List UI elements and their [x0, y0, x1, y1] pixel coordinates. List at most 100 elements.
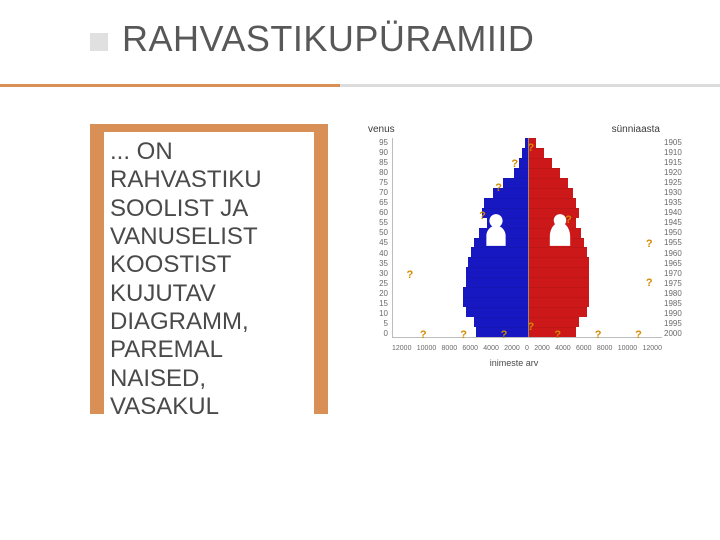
y-tick-left: 5 — [384, 319, 388, 328]
y-tick-right: 1925 — [664, 178, 682, 187]
female-bar — [528, 277, 590, 287]
title-bullet-icon — [90, 33, 108, 51]
y-tick-right: 1995 — [664, 319, 682, 328]
male-bar — [474, 317, 528, 327]
divider-accent — [0, 84, 340, 87]
population-pyramid-chart: venus sünniaasta 95908580757065605550454… — [364, 124, 664, 372]
female-bar — [528, 307, 587, 317]
female-bar — [528, 327, 576, 337]
divider — [90, 84, 684, 90]
text-box: ... ON RAHVASTIKU SOOLIST JA VANUSELIST … — [90, 124, 328, 414]
female-bar — [528, 188, 574, 198]
slide: RAHVASTIKUPÜRAMIID ... ON RAHVASTIKU SOO… — [0, 0, 720, 540]
x-tick: 4000 — [555, 345, 571, 352]
x-tick: 10000 — [618, 345, 637, 352]
y-tick-left: 85 — [379, 158, 388, 167]
female-bar — [528, 148, 544, 158]
female-bar — [528, 198, 576, 208]
y-tick-left: 20 — [379, 289, 388, 298]
y-tick-right: 1910 — [664, 148, 682, 157]
y-tick-left: 30 — [379, 269, 388, 278]
female-silhouette-icon — [546, 213, 574, 247]
male-bar — [476, 327, 527, 337]
male-bar — [466, 307, 528, 317]
male-bar — [463, 287, 528, 297]
y-tick-left: 35 — [379, 259, 388, 268]
x-tick: 4000 — [483, 345, 499, 352]
female-bar — [528, 297, 590, 307]
x-tick: 12000 — [643, 345, 662, 352]
y-tick-right: 1970 — [664, 269, 682, 278]
y-tick-left: 90 — [379, 148, 388, 157]
y-tick-right: 2000 — [664, 329, 682, 338]
y-tick-right: 1975 — [664, 279, 682, 288]
x-tick: 8000 — [597, 345, 613, 352]
y-tick-right: 1950 — [664, 228, 682, 237]
male-bar — [466, 267, 528, 277]
female-bar — [528, 138, 536, 148]
y-tick-right: 1930 — [664, 188, 682, 197]
y-tick-left: 40 — [379, 249, 388, 258]
male-bar — [468, 257, 527, 267]
y-tick-right: 1990 — [664, 309, 682, 318]
x-axis-label: inimeste arv — [364, 358, 664, 368]
x-tick: 8000 — [442, 345, 458, 352]
y-tick-right: 1965 — [664, 259, 682, 268]
body-text: ... ON RAHVASTIKU SOOLIST JA VANUSELIST … — [104, 132, 314, 414]
chart-container: venus sünniaasta 95908580757065605550454… — [344, 124, 684, 414]
y-axis-left: 95908580757065605550454035302520151050 — [364, 138, 388, 338]
y-tick-left: 55 — [379, 218, 388, 227]
male-bar — [503, 178, 527, 188]
y-tick-right: 1960 — [664, 249, 682, 258]
female-bar — [528, 168, 560, 178]
y-tick-left: 50 — [379, 228, 388, 237]
x-tick: 12000 — [392, 345, 411, 352]
y-tick-right: 1905 — [664, 138, 682, 147]
x-tick: 2000 — [504, 345, 520, 352]
content-row: ... ON RAHVASTIKU SOOLIST JA VANUSELIST … — [90, 124, 684, 414]
x-tick: 2000 — [534, 345, 550, 352]
x-tick: 0 — [525, 345, 529, 352]
title-row: RAHVASTIKUPÜRAMIID — [90, 18, 684, 60]
chart-label-right: sünniaasta — [612, 124, 660, 135]
y-tick-right: 1945 — [664, 218, 682, 227]
female-bar — [528, 247, 587, 257]
male-bar — [463, 297, 528, 307]
x-tick: 6000 — [576, 345, 592, 352]
y-tick-left: 75 — [379, 178, 388, 187]
y-tick-left: 45 — [379, 238, 388, 247]
male-bar — [514, 168, 527, 178]
female-bar — [528, 257, 590, 267]
male-bar — [471, 247, 527, 257]
y-tick-right: 1985 — [664, 299, 682, 308]
x-tick: 6000 — [462, 345, 478, 352]
y-tick-right: 1935 — [664, 198, 682, 207]
y-tick-left: 0 — [384, 329, 388, 338]
plot-area: ??????????????? — [392, 138, 662, 338]
female-bar — [528, 158, 552, 168]
y-tick-left: 95 — [379, 138, 388, 147]
male-bar — [466, 277, 528, 287]
chart-label-left: venus — [368, 124, 395, 135]
y-tick-right: 1915 — [664, 158, 682, 167]
y-tick-left: 60 — [379, 208, 388, 217]
female-bar — [528, 178, 568, 188]
y-tick-left: 15 — [379, 299, 388, 308]
slide-title: RAHVASTIKUPÜRAMIID — [122, 18, 534, 60]
chart-top-labels: venus sünniaasta — [364, 124, 664, 135]
female-bar — [528, 287, 590, 297]
y-tick-left: 65 — [379, 198, 388, 207]
female-bar — [528, 317, 579, 327]
x-axis-ticks: 12000 10000 8000 6000 4000 2000 0 2000 4000 6000 8… — [392, 345, 662, 352]
center-axis — [528, 138, 529, 337]
y-axis-right: 1905191019151920192519301935194019451950… — [664, 138, 692, 338]
male-silhouette-icon — [482, 213, 510, 247]
y-tick-left: 70 — [379, 188, 388, 197]
male-bar — [484, 198, 527, 208]
x-tick: 10000 — [417, 345, 436, 352]
male-bar — [493, 188, 528, 198]
y-tick-left: 80 — [379, 168, 388, 177]
male-bar — [519, 158, 527, 168]
y-tick-right: 1980 — [664, 289, 682, 298]
y-tick-right: 1920 — [664, 168, 682, 177]
